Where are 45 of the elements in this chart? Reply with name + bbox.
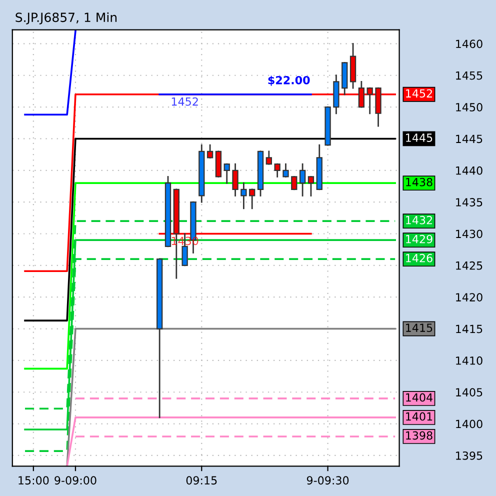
- y-tick-label: 1430: [456, 230, 482, 238]
- data-label: 1401: [406, 412, 432, 421]
- y-tick-label: 1395: [456, 451, 482, 460]
- annotation: $22.00: [268, 76, 310, 86]
- candlestick: [282, 163, 289, 178]
- y-tick-label: 1425: [456, 261, 482, 270]
- data-label: 1452: [406, 89, 432, 98]
- y-tick-label: 1445: [456, 134, 482, 144]
- data-label: 1430: [172, 236, 198, 246]
- candlestick: [206, 144, 214, 158]
- candlestick: [291, 176, 298, 190]
- candlestick: [366, 87, 373, 114]
- x-tick-label: 9-09:30: [306, 476, 349, 485]
- y-tick-label: 1450: [456, 103, 482, 112]
- candlestick: [224, 163, 230, 184]
- y-tick-label: 1405: [456, 388, 482, 396]
- x-tick-label: 09:15: [186, 476, 217, 485]
- data-label: 1415: [406, 324, 432, 332]
- candlestick: [232, 163, 238, 196]
- data-label: 1445: [406, 134, 432, 142]
- y-tick-label: 1400: [456, 420, 482, 428]
- data-label: 1438: [406, 178, 432, 186]
- data-label: 1426: [406, 254, 432, 262]
- candlestick: [249, 188, 256, 210]
- data-label: 1452: [172, 97, 198, 106]
- data-label: 1404: [406, 393, 432, 402]
- y-tick-label: 1415: [456, 324, 482, 334]
- candlestick: [240, 182, 247, 210]
- y-tick-label: 1440: [456, 166, 482, 175]
- y-tick-label: 1460: [456, 40, 482, 48]
- y-tick-label: 1420: [456, 293, 482, 302]
- candlestick: [299, 163, 306, 196]
- candlestick: [274, 163, 280, 178]
- candlestick: [266, 150, 272, 165]
- candlestick: [308, 176, 314, 196]
- y-tick-label: 1455: [456, 71, 482, 80]
- candlestick: [358, 81, 365, 108]
- data-label: 1398: [406, 431, 432, 440]
- x-tick-label: 9-09:00: [54, 476, 96, 485]
- data-label: 1429: [406, 234, 432, 244]
- data-label: 1432: [406, 216, 432, 224]
- chart-title: S.JP.J6857, 1 Min: [16, 12, 117, 24]
- y-tick-label: 1435: [456, 198, 482, 206]
- x-tick-label: 15:00: [18, 476, 49, 485]
- y-tick-label: 1410: [456, 356, 482, 365]
